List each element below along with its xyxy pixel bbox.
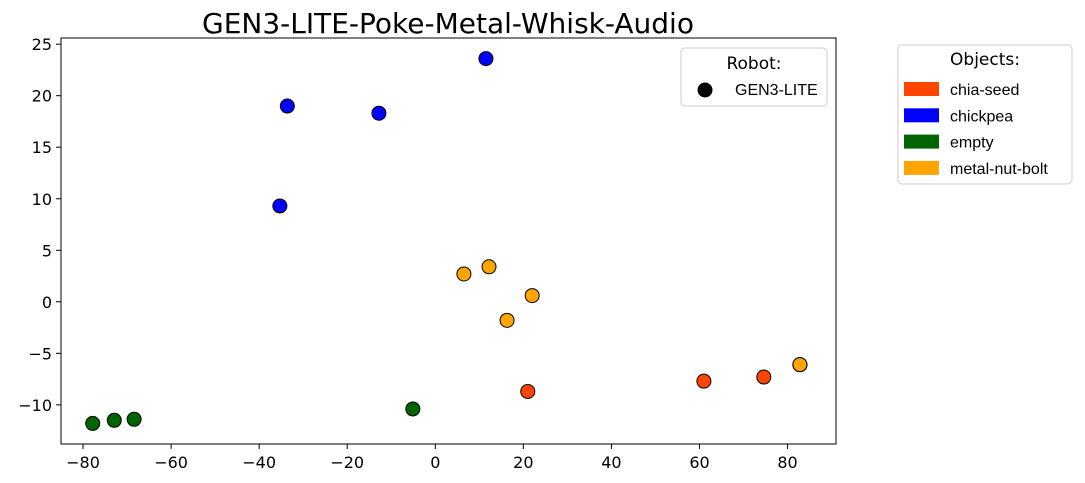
x-tick-label: 40 — [601, 453, 621, 472]
point-chickpea — [478, 51, 494, 67]
x-axis: −80 −60 −40 −20 0 20 40 60 80 — [66, 444, 798, 472]
point-empty — [405, 401, 421, 417]
x-tick-label: −60 — [154, 453, 188, 472]
y-tick-label: −10 — [18, 396, 52, 415]
plot-area — [60, 37, 837, 445]
point-empty — [106, 412, 122, 428]
point-metal-nut-bolt — [524, 288, 540, 304]
objects-legend-label: metal-nut-bolt — [950, 161, 1048, 178]
point-chickpea — [279, 98, 295, 114]
data-points — [85, 51, 808, 431]
y-tick-label: 10 — [32, 190, 52, 209]
robot-legend: Robot: GEN3-LITE — [680, 47, 828, 107]
robot-legend-marker — [697, 82, 713, 98]
robot-legend-label: GEN3-LITE — [735, 82, 818, 99]
point-metal-nut-bolt — [499, 312, 515, 328]
x-tick-label: 20 — [513, 453, 533, 472]
objects-legend-swatch — [904, 82, 939, 96]
y-tick-label: 25 — [32, 35, 52, 54]
point-metal-nut-bolt — [792, 357, 808, 373]
point-chia-seed — [756, 369, 772, 385]
chart-title: GEN3-LITE-Poke-Metal-Whisk-Audio — [202, 7, 694, 40]
y-tick-label: 0 — [42, 293, 52, 312]
point-metal-nut-bolt — [456, 266, 472, 282]
y-tick-label: −5 — [28, 344, 52, 363]
objects-legend-label: chickpea — [950, 108, 1013, 125]
point-empty — [85, 415, 101, 431]
x-tick-label: −80 — [66, 453, 100, 472]
objects-legend-swatch — [904, 108, 939, 123]
point-empty — [126, 411, 142, 427]
x-tick-label: −40 — [242, 453, 276, 472]
y-tick-label: 5 — [42, 241, 52, 260]
x-tick-label: −20 — [330, 453, 364, 472]
objects-legend-label: empty — [950, 135, 994, 152]
point-chia-seed — [520, 383, 536, 399]
objects-legend-title: Objects: — [950, 50, 1020, 70]
y-tick-label: 15 — [32, 138, 52, 157]
objects-legend-swatch — [904, 134, 939, 149]
point-chickpea — [371, 105, 387, 121]
point-chia-seed — [696, 373, 712, 389]
point-metal-nut-bolt — [481, 259, 497, 275]
x-tick-label: 80 — [777, 453, 797, 472]
objects-legend-swatch — [904, 160, 939, 175]
objects-legend: Objects: chia-seed chickpea empty metal-nut… — [897, 44, 1073, 185]
y-tick-label: 20 — [32, 87, 52, 106]
y-axis: −10 −5 0 5 10 15 20 25 — [18, 35, 61, 415]
robot-legend-title: Robot: — [726, 54, 781, 74]
x-tick-label: 60 — [689, 453, 709, 472]
objects-legend-label: chia-seed — [950, 82, 1019, 99]
x-tick-label: 0 — [430, 453, 440, 472]
point-chickpea — [272, 198, 288, 214]
